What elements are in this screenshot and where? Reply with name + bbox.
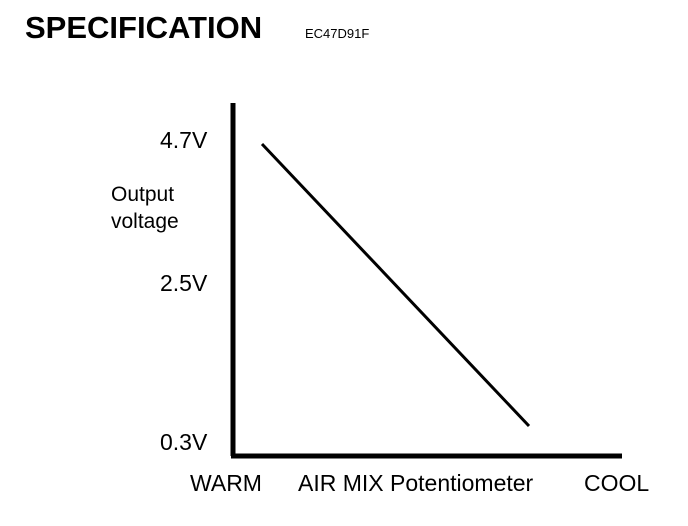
x-tick-label-warm: WARM (190, 470, 262, 496)
page-title: SPECIFICATION (25, 10, 263, 45)
y-tick-label: 4.7V (160, 127, 208, 153)
y-tick-label: 0.3V (160, 429, 208, 455)
y-axis-label-line-1: Output (111, 183, 174, 206)
y-axis-label-line-2: voltage (111, 210, 179, 233)
series-line (260, 142, 531, 428)
series-layer (260, 142, 531, 428)
y-tick-label: 2.5V (160, 270, 208, 296)
document-code: EC47D91F (305, 26, 370, 41)
x-tick-label-cool: COOL (584, 470, 649, 496)
x-axis-label: AIR MIX Potentiometer (298, 470, 534, 496)
